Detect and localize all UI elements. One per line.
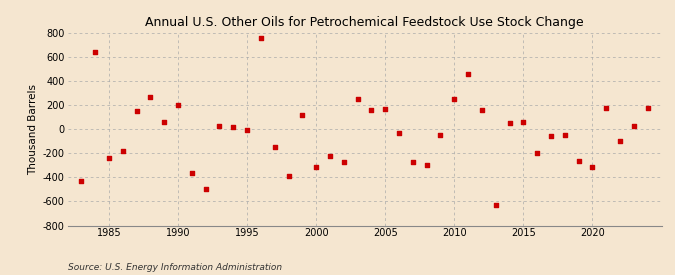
Title: Annual U.S. Other Oils for Petrochemical Feedstock Use Stock Change: Annual U.S. Other Oils for Petrochemical… [145,16,584,29]
Point [352,97,363,101]
Point [283,174,294,178]
Point [408,160,418,164]
Point [76,179,86,183]
Point [628,123,639,128]
Point [573,158,584,163]
Point [228,125,239,129]
Point [643,105,653,110]
Point [310,164,321,169]
Point [159,120,169,124]
Point [462,72,473,76]
Point [214,123,225,128]
Point [449,97,460,101]
Point [380,107,391,111]
Point [504,121,515,125]
Text: Source: U.S. Energy Information Administration: Source: U.S. Energy Information Administ… [68,263,281,271]
Point [490,203,501,207]
Point [117,149,128,153]
Point [256,35,267,40]
Point [269,145,280,150]
Point [477,108,487,112]
Point [421,163,432,167]
Point [518,120,529,124]
Point [131,109,142,113]
Point [242,128,252,133]
Point [435,133,446,138]
Point [615,139,626,144]
Point [366,108,377,112]
Point [186,170,197,175]
Point [297,113,308,117]
Point [173,103,184,107]
Point [325,153,335,158]
Point [560,133,570,138]
Point [532,151,543,156]
Point [103,156,114,160]
Point [601,105,612,110]
Point [394,131,404,135]
Point [587,164,598,169]
Point [145,95,156,99]
Point [200,187,211,192]
Point [90,50,101,54]
Point [338,160,349,164]
Point [545,134,556,139]
Y-axis label: Thousand Barrels: Thousand Barrels [28,84,38,175]
